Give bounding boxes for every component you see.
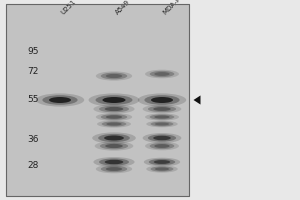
Ellipse shape bbox=[146, 165, 178, 173]
Ellipse shape bbox=[142, 133, 182, 143]
Ellipse shape bbox=[149, 159, 175, 165]
Ellipse shape bbox=[106, 74, 122, 78]
Polygon shape bbox=[194, 95, 200, 105]
Ellipse shape bbox=[151, 122, 173, 126]
Ellipse shape bbox=[106, 167, 122, 171]
Ellipse shape bbox=[154, 144, 170, 148]
Ellipse shape bbox=[42, 95, 78, 105]
Ellipse shape bbox=[93, 157, 135, 167]
Ellipse shape bbox=[49, 97, 71, 103]
Ellipse shape bbox=[145, 70, 179, 78]
Ellipse shape bbox=[92, 132, 136, 144]
Ellipse shape bbox=[105, 144, 123, 148]
Ellipse shape bbox=[153, 107, 171, 111]
Ellipse shape bbox=[36, 93, 84, 107]
Text: MDA-MB453: MDA-MB453 bbox=[162, 0, 196, 16]
Ellipse shape bbox=[101, 114, 127, 120]
Text: 72: 72 bbox=[28, 68, 39, 76]
Ellipse shape bbox=[101, 73, 127, 79]
Ellipse shape bbox=[93, 104, 135, 114]
Ellipse shape bbox=[104, 135, 124, 141]
Ellipse shape bbox=[146, 121, 178, 127]
Text: 36: 36 bbox=[28, 136, 39, 144]
Text: A549: A549 bbox=[114, 0, 131, 16]
Ellipse shape bbox=[95, 95, 133, 105]
Text: 55: 55 bbox=[28, 96, 39, 104]
Ellipse shape bbox=[150, 143, 174, 149]
Ellipse shape bbox=[154, 72, 170, 76]
Bar bbox=[6, 4, 189, 196]
Ellipse shape bbox=[144, 158, 180, 166]
Ellipse shape bbox=[138, 93, 186, 107]
Text: 95: 95 bbox=[28, 47, 39, 56]
Ellipse shape bbox=[154, 160, 170, 164]
Bar bbox=[6, 4, 189, 196]
Ellipse shape bbox=[100, 143, 128, 149]
Ellipse shape bbox=[148, 134, 176, 142]
Ellipse shape bbox=[153, 136, 171, 140]
Ellipse shape bbox=[98, 134, 130, 142]
Ellipse shape bbox=[154, 115, 170, 119]
Ellipse shape bbox=[96, 71, 132, 81]
Ellipse shape bbox=[96, 165, 132, 173]
Ellipse shape bbox=[99, 106, 129, 112]
Ellipse shape bbox=[144, 95, 180, 105]
Ellipse shape bbox=[105, 160, 123, 164]
Ellipse shape bbox=[102, 97, 126, 103]
Ellipse shape bbox=[105, 107, 123, 111]
Ellipse shape bbox=[106, 122, 122, 126]
Ellipse shape bbox=[97, 120, 131, 128]
Ellipse shape bbox=[151, 166, 173, 172]
Ellipse shape bbox=[145, 142, 179, 150]
Ellipse shape bbox=[155, 122, 169, 126]
Ellipse shape bbox=[106, 115, 122, 119]
Ellipse shape bbox=[102, 121, 126, 127]
Text: U251: U251 bbox=[60, 0, 77, 16]
Ellipse shape bbox=[101, 166, 127, 172]
Ellipse shape bbox=[151, 97, 173, 103]
Ellipse shape bbox=[150, 114, 174, 120]
Ellipse shape bbox=[148, 106, 176, 112]
Ellipse shape bbox=[96, 113, 132, 121]
Ellipse shape bbox=[145, 113, 179, 121]
Ellipse shape bbox=[94, 141, 134, 151]
Ellipse shape bbox=[88, 93, 140, 107]
Ellipse shape bbox=[142, 105, 182, 113]
Ellipse shape bbox=[155, 167, 169, 171]
Text: 28: 28 bbox=[28, 162, 39, 170]
Ellipse shape bbox=[150, 71, 174, 77]
Ellipse shape bbox=[99, 158, 129, 166]
